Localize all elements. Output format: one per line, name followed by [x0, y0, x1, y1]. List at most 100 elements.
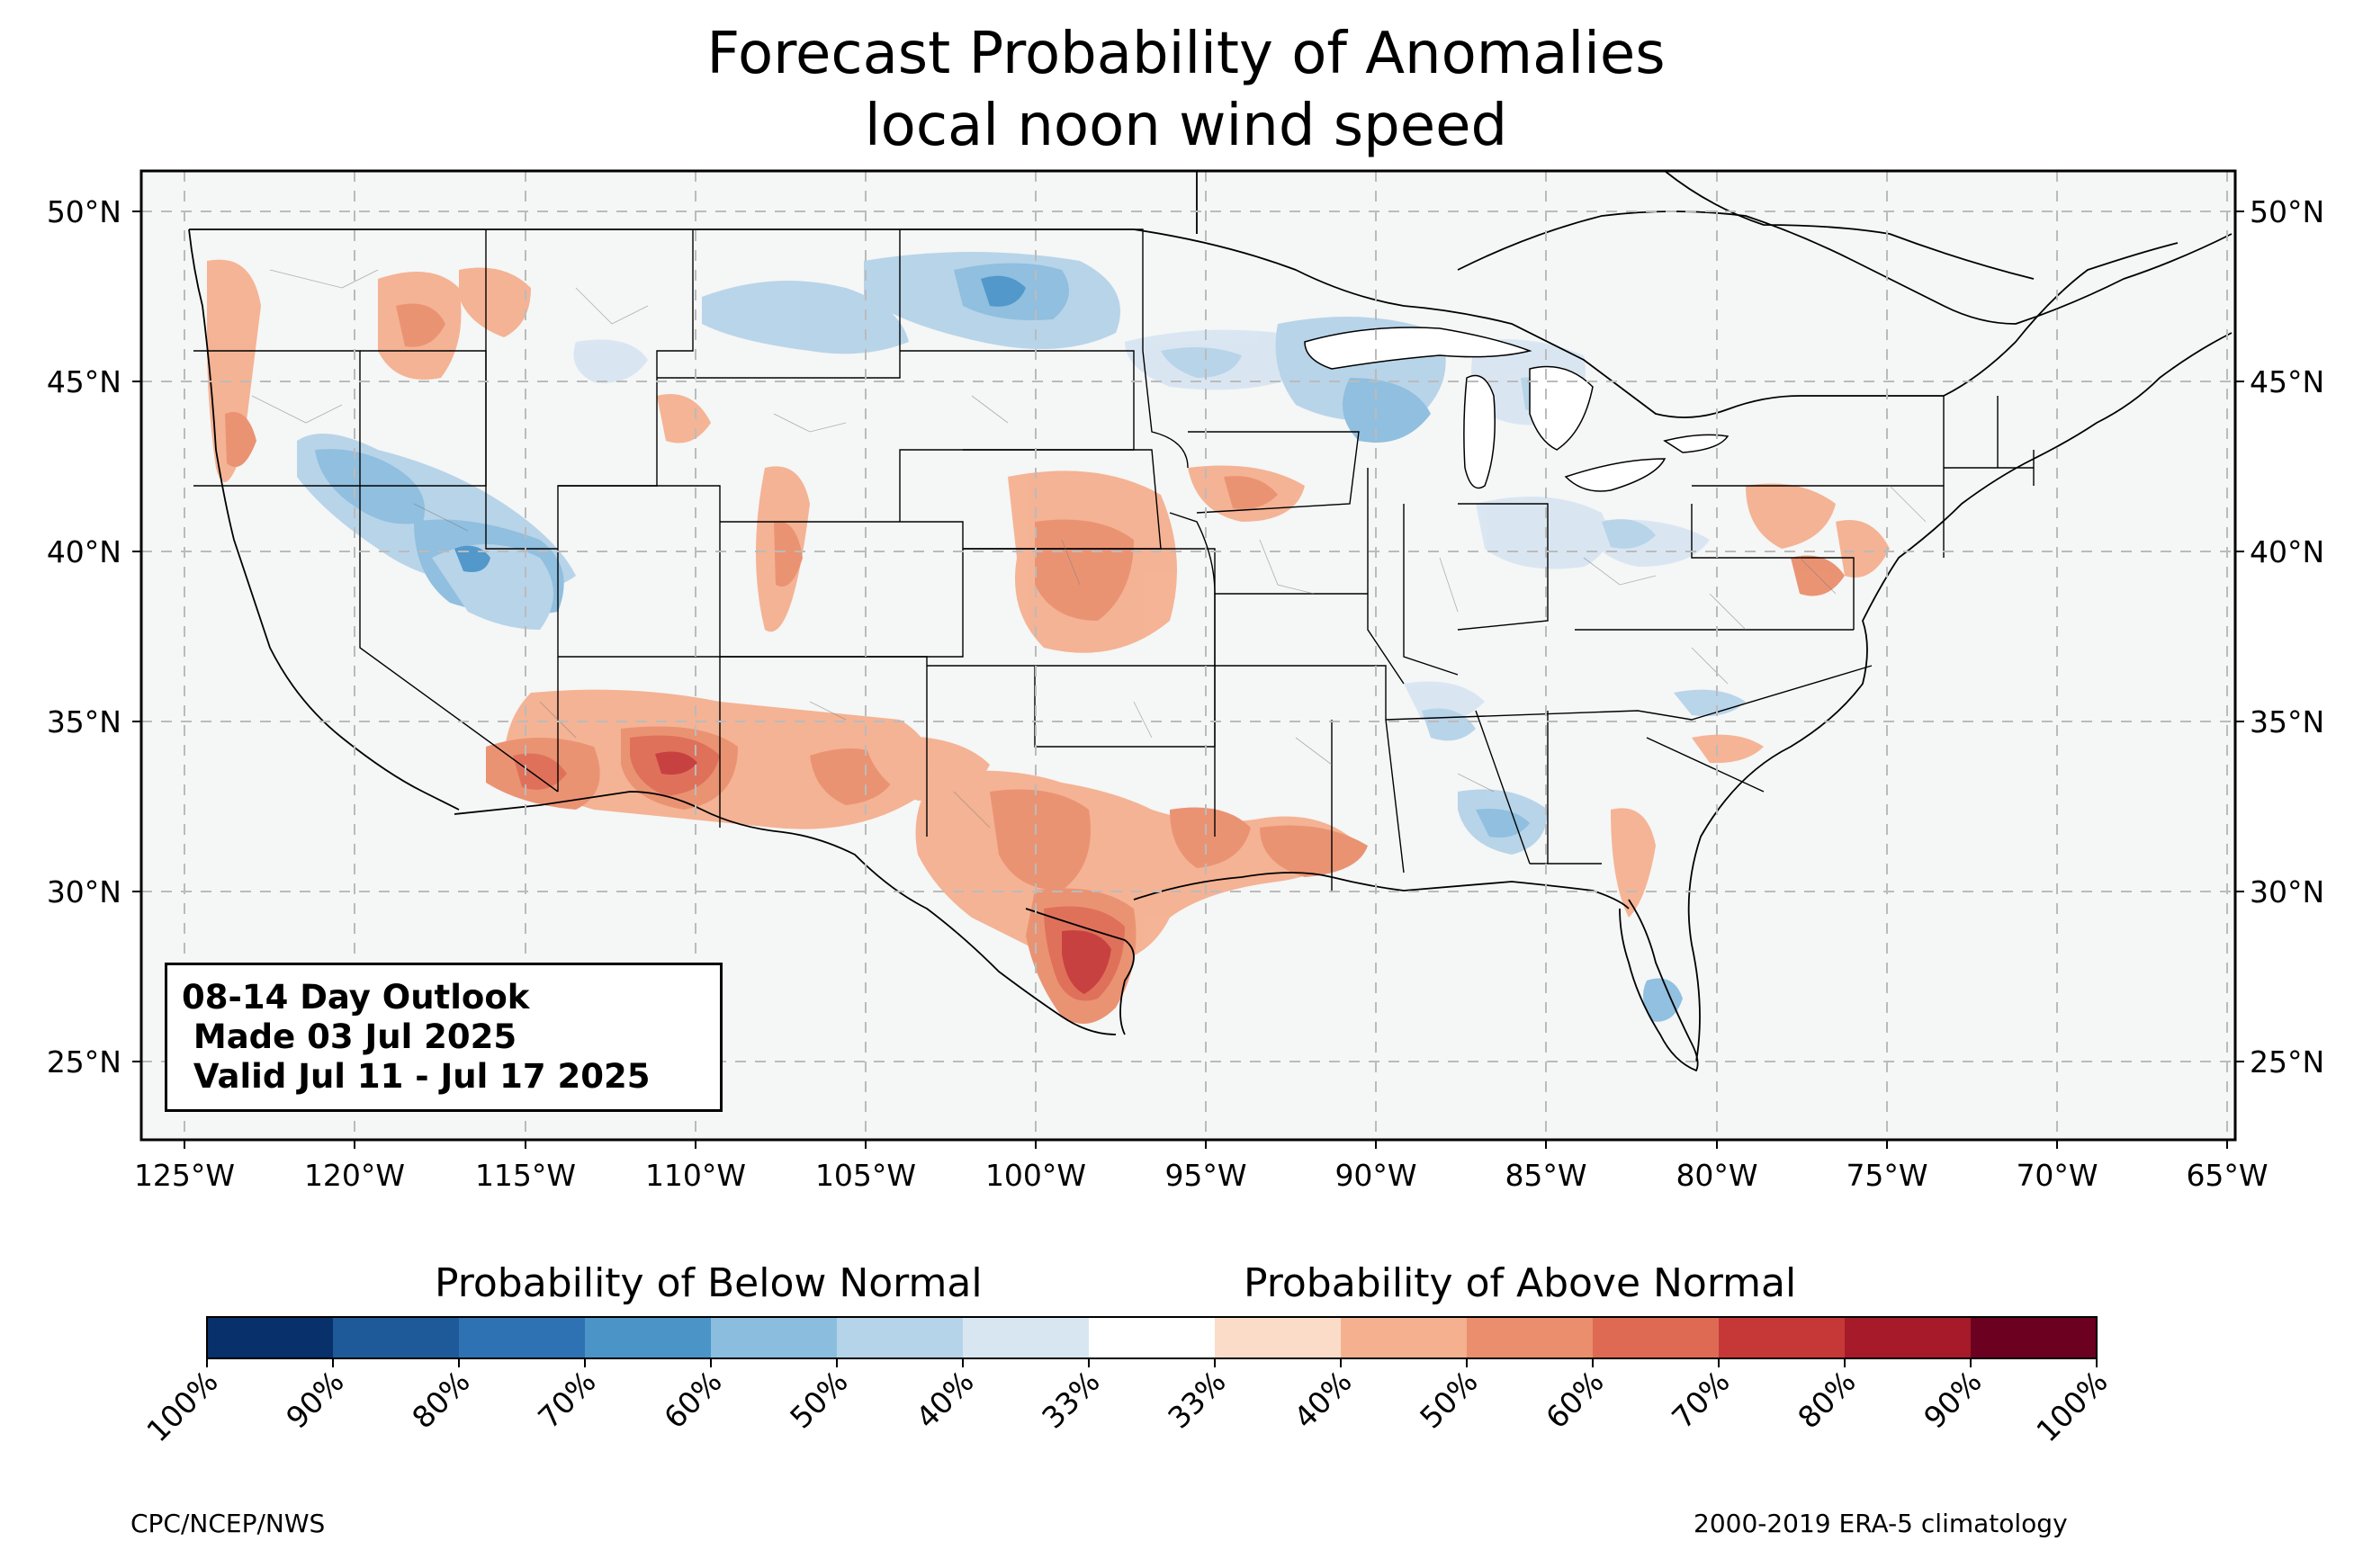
above-normal-region: [1260, 825, 1368, 877]
colorbar-segment: [333, 1317, 460, 1358]
colorbar-segment: [963, 1317, 1090, 1358]
above-normal-region: [396, 303, 445, 347]
colorbar-tick-label: 33%: [1035, 1364, 1106, 1435]
colorbar-tick-label: 40%: [1287, 1364, 1358, 1435]
lat-label: 30°N: [47, 874, 121, 909]
colorbar: 100% 90% 80% 70% 60% 50% 40% 33% 33% 40% 50% 60% 70%…: [139, 1316, 2115, 1448]
lat-labels-left: 50°N 45°N 40°N 35°N 30°N 25°N: [47, 194, 121, 1080]
lat-labels-right: 50°N 45°N 40°N 35°N 30°N 25°N: [2250, 194, 2324, 1080]
lat-label: 25°N: [2250, 1044, 2324, 1080]
colorbar-above-label: Probability of Above Normal: [1244, 1260, 1797, 1306]
west-coast: [188, 228, 460, 811]
above-normal-region: [1746, 483, 1836, 549]
above-normal-region: [1170, 807, 1251, 868]
lake-superior: [1304, 327, 1532, 370]
above-normal-region: [207, 259, 261, 482]
above-normal-region: [1836, 520, 1890, 578]
colorbar-tick-label: 33%: [1161, 1364, 1232, 1435]
canada-coast: [1457, 211, 2233, 325]
lon-label: 115°W: [475, 1158, 576, 1193]
colorbar-tick-label: 80%: [1791, 1364, 1862, 1435]
colorbar-segment: [1719, 1317, 1846, 1358]
lat-label: 25°N: [47, 1044, 121, 1080]
colorbar-segment: [585, 1317, 712, 1358]
above-normal-region: [459, 267, 531, 337]
lon-label: 95°W: [1164, 1158, 1246, 1193]
lon-label: 80°W: [1676, 1158, 1757, 1193]
above-normal-regions: [207, 259, 1890, 1024]
lon-label: 110°W: [645, 1158, 746, 1193]
east-coast: [1687, 332, 2233, 1062]
footer-climatology: 2000-2019 ERA-5 climatology: [1694, 1509, 2068, 1538]
below-normal-region: [1476, 809, 1530, 838]
colorbar-below-label: Probability of Below Normal: [435, 1260, 983, 1306]
lat-label: 35°N: [47, 704, 121, 739]
lat-label: 45°N: [2250, 364, 2324, 399]
colorbar-segment: [1467, 1317, 1594, 1358]
lon-label: 70°W: [2016, 1158, 2098, 1193]
lon-label: 85°W: [1505, 1158, 1586, 1193]
below-normal-region: [702, 281, 909, 354]
above-normal-region: [513, 753, 567, 790]
lat-label: 50°N: [2250, 194, 2324, 229]
gridlines: [141, 171, 2235, 1140]
mexico-border: [454, 791, 1117, 1035]
footer-source: CPC/NCEP/NWS: [130, 1509, 326, 1538]
above-normal-region: [774, 521, 803, 587]
below-normal-region: [1602, 519, 1656, 549]
colorbar-segment: [1215, 1317, 1342, 1358]
colorbar-frame: [206, 1316, 2098, 1359]
county-lines: [251, 269, 1927, 829]
colorbar-tick-label: 90%: [1917, 1364, 1988, 1435]
map-title: Forecast Probability of Anomalies: [706, 21, 1666, 87]
below-normal-region: [1343, 378, 1431, 443]
colorbar-tick-label: 50%: [1413, 1364, 1484, 1435]
lake-michigan: [1463, 374, 1496, 489]
below-normal-region: [981, 275, 1026, 307]
below-normal-region: [1643, 978, 1683, 1022]
above-normal-region: [990, 789, 1091, 891]
canada-border: [189, 228, 2179, 418]
above-normal-region: [657, 394, 711, 444]
outlook-made-date: Made 03 Jul 2025: [182, 1017, 517, 1056]
lat-label: 45°N: [47, 364, 121, 399]
below-normal-region: [1161, 347, 1242, 378]
lat-label: 50°N: [47, 194, 121, 229]
map-subtitle: local noon wind speed: [864, 93, 1508, 159]
colorbar-tick-label: 80%: [405, 1364, 476, 1435]
colorbar-tick-label: 70%: [1665, 1364, 1736, 1435]
outlook-info-box: 08-14 Day Outlook Made 03 Jul 2025 Valid…: [165, 963, 723, 1112]
above-normal-region: [1611, 808, 1656, 918]
colorbar-segment: [1593, 1317, 1720, 1358]
above-normal-region: [655, 751, 697, 775]
lat-label: 40°N: [47, 534, 121, 569]
lon-labels: 125°W 120°W 115°W 110°W 105°W 100°W 95°W…: [134, 1158, 2269, 1193]
colorbar-segment: [1971, 1317, 2098, 1358]
colorbar-tick-label: 60%: [1539, 1364, 1610, 1435]
colorbar-tick-label: 50%: [783, 1364, 854, 1435]
great-lakes: [1304, 327, 1730, 492]
colorbar-segment: [459, 1317, 586, 1358]
colorbar-segment: [837, 1317, 964, 1358]
lon-label: 105°W: [815, 1158, 916, 1193]
florida-coast: [1619, 899, 1699, 1072]
above-normal-region: [1224, 476, 1278, 509]
colorbar-tick-label: 60%: [657, 1364, 728, 1435]
colorbar-segment: [1341, 1317, 1468, 1358]
colorbar-tick-label: 100%: [2029, 1364, 2114, 1448]
colorbar-tick-label: 70%: [531, 1364, 602, 1435]
colorbar-segment: [1845, 1317, 1972, 1358]
above-normal-region: [1062, 930, 1111, 994]
colorbar-segment: [711, 1317, 838, 1358]
above-normal-region: [1692, 734, 1764, 764]
colorbar-tick-label: 40%: [909, 1364, 980, 1435]
above-normal-region: [225, 412, 256, 468]
lon-label: 65°W: [2186, 1158, 2268, 1193]
below-normal-region: [315, 449, 425, 524]
lon-label: 120°W: [304, 1158, 405, 1193]
lat-label: 40°N: [2250, 534, 2324, 569]
below-normal-region: [573, 339, 648, 383]
outlook-period: 08-14 Day Outlook: [182, 978, 530, 1017]
axis-ticks: [132, 211, 2244, 1149]
